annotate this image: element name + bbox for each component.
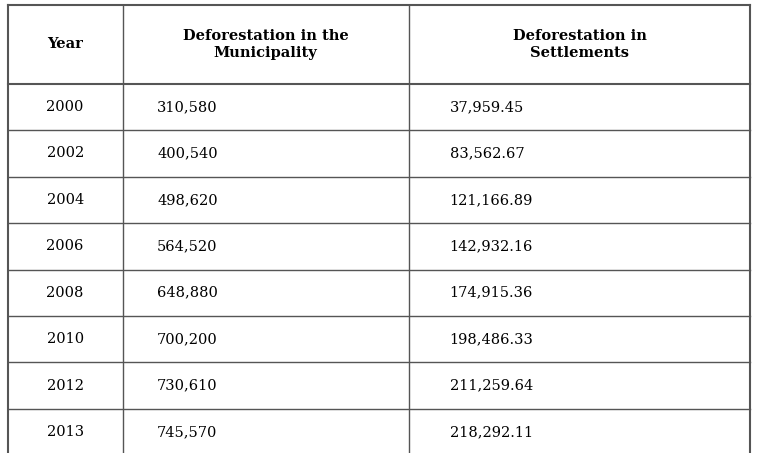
Text: 564,520: 564,520 [157, 239, 218, 253]
Text: 2012: 2012 [47, 379, 83, 393]
Text: 498,620: 498,620 [157, 193, 218, 207]
Text: 121,166.89: 121,166.89 [449, 193, 533, 207]
Text: 211,259.64: 211,259.64 [449, 379, 533, 393]
Text: 310,580: 310,580 [157, 100, 218, 114]
Text: 2000: 2000 [46, 100, 84, 114]
Text: Deforestation in the
Municipality: Deforestation in the Municipality [183, 29, 349, 60]
Text: 37,959.45: 37,959.45 [449, 100, 524, 114]
Text: 745,570: 745,570 [157, 425, 218, 439]
Text: 83,562.67: 83,562.67 [449, 146, 525, 160]
Text: 700,200: 700,200 [157, 332, 218, 346]
Text: 2010: 2010 [46, 332, 83, 346]
Text: 174,915.36: 174,915.36 [449, 286, 533, 300]
Text: Year: Year [47, 37, 83, 51]
Text: 2002: 2002 [46, 146, 84, 160]
Text: 218,292.11: 218,292.11 [449, 425, 533, 439]
Text: 2008: 2008 [46, 286, 84, 300]
Text: 198,486.33: 198,486.33 [449, 332, 534, 346]
Text: 2013: 2013 [46, 425, 83, 439]
Text: 730,610: 730,610 [157, 379, 218, 393]
Text: 2006: 2006 [46, 239, 84, 253]
Text: 142,932.16: 142,932.16 [449, 239, 533, 253]
Text: 2004: 2004 [46, 193, 84, 207]
Text: 400,540: 400,540 [157, 146, 218, 160]
Text: Deforestation in
Settlements: Deforestation in Settlements [512, 29, 647, 60]
Text: 648,880: 648,880 [157, 286, 218, 300]
